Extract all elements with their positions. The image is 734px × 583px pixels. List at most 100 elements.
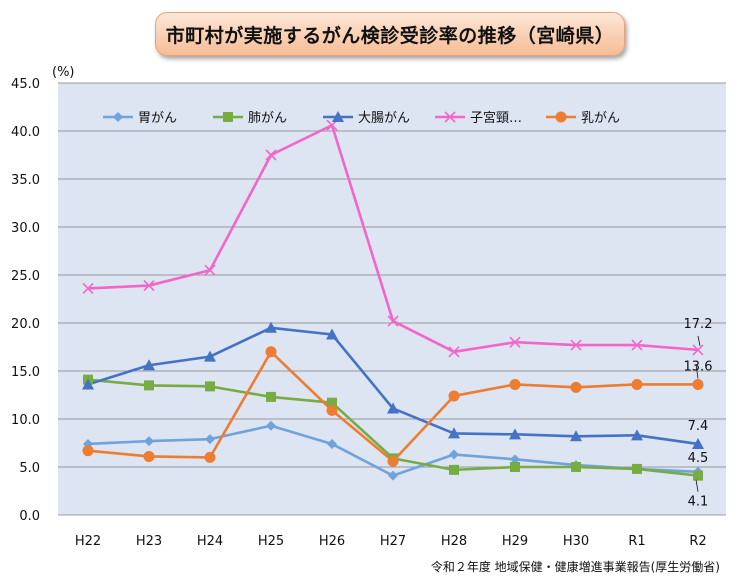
marker-stroke <box>692 344 704 356</box>
legend-stomach-label: 胃がん <box>138 111 177 126</box>
breast-data-point <box>204 451 216 463</box>
x-tick-label: H30 <box>563 534 589 549</box>
colorectal-data-point <box>509 428 521 440</box>
lung-data-point <box>510 462 520 472</box>
legend-lung-marker <box>223 112 233 122</box>
stomach-data-point <box>266 420 276 431</box>
legend-breast-marker <box>555 111 567 123</box>
legend-stomach-marker <box>113 112 123 122</box>
lung-data-point <box>632 463 642 474</box>
lung-data-point <box>693 470 703 481</box>
breast-data-point <box>448 390 460 402</box>
breast-data-point <box>570 381 582 393</box>
legend: 胃がん 肺がん 大腸がん 子宮頸… 乳がん <box>103 110 620 126</box>
y-tick-label: 0.0 <box>19 509 40 524</box>
breast-data-point <box>692 378 704 390</box>
breast-end-label: 13.6 <box>684 359 713 374</box>
plot-area <box>58 83 726 515</box>
y-tick-label: 25.0 <box>11 269 40 284</box>
stomach-data-point <box>388 470 398 481</box>
y-tick-label: 15.0 <box>11 365 40 380</box>
marker-stroke <box>265 149 277 161</box>
colorectal-data-point <box>448 427 460 439</box>
colorectal-data-point <box>82 378 94 390</box>
legend-cervical-marker <box>444 111 456 123</box>
y-tick-label: 20.0 <box>11 317 40 332</box>
stomach-data-point <box>327 438 337 449</box>
colorectal-data-point <box>265 321 277 333</box>
lung-data-point <box>571 462 581 472</box>
y-tick-label: 35.0 <box>11 173 40 188</box>
cervical-data-point <box>143 279 155 292</box>
colorectal-data-point <box>143 359 155 371</box>
y-tick-label: 40.0 <box>11 125 40 140</box>
cervical-end-label: 17.2 <box>684 317 713 332</box>
legend-lung-label: 肺がん <box>248 111 287 126</box>
x-tick-label: H23 <box>136 534 162 549</box>
lung-data-point <box>266 391 276 402</box>
breast-data-point <box>631 378 643 390</box>
y-tick-label: 45.0 <box>11 77 40 92</box>
label-leader-line <box>695 479 699 492</box>
breast-data-point <box>82 445 94 457</box>
lung-data-point <box>449 464 459 475</box>
cervical-data-point <box>265 149 277 161</box>
legend-breast-label: 乳がん <box>581 111 620 126</box>
x-tick-label: H25 <box>258 534 284 549</box>
marker-stroke <box>509 336 521 348</box>
colorectal-data-point <box>631 429 643 441</box>
colorectal-data-point <box>204 350 216 362</box>
marker-stroke <box>444 111 456 123</box>
stomach-data-point <box>510 454 520 465</box>
cervical-data-point <box>570 339 582 351</box>
chart-title: 市町村が実施するがん検診受診率の推移（宮崎県） <box>155 12 625 56</box>
marker-stroke <box>448 346 460 358</box>
marker-stroke <box>631 339 643 351</box>
cervical-data-point <box>387 315 399 327</box>
colorectal-data-point <box>387 402 399 414</box>
x-tick-label: H22 <box>75 534 101 549</box>
source-note: 令和２年度 地域保健・健康増進事業報告(厚生労働省) <box>430 560 720 574</box>
marker-stroke <box>204 264 216 276</box>
breast-data-point <box>387 455 399 467</box>
x-tick-label: H27 <box>380 534 406 549</box>
colorectal-data-point <box>692 437 704 449</box>
cervical-data-point <box>204 264 216 276</box>
legend-colorectal-marker <box>332 111 344 122</box>
x-tick-label: H29 <box>502 534 528 549</box>
legend-cervical-label: 子宮頸… <box>470 110 522 126</box>
stomach-data-point <box>449 449 459 460</box>
y-tick-label: 10.0 <box>11 413 40 428</box>
x-tick-label: R1 <box>628 534 645 549</box>
lung-data-point <box>205 381 215 392</box>
colorectal-end-label: 7.4 <box>688 419 709 434</box>
breast-data-point <box>509 378 521 390</box>
marker-stroke <box>387 315 399 327</box>
y-tick-label: 30.0 <box>11 221 40 236</box>
lung-data-point <box>144 380 154 391</box>
y-unit-label: (%) <box>52 65 75 80</box>
breast-data-point <box>326 404 338 416</box>
cervical-data-point <box>82 282 94 295</box>
x-tick-label: H24 <box>197 534 223 549</box>
stomach-data-point <box>144 436 154 447</box>
stomach-end-label: 4.5 <box>688 451 709 466</box>
legend-colorectal-label: 大腸がん <box>358 111 410 126</box>
cervical-data-point <box>509 336 521 348</box>
cervical-data-point <box>448 346 460 358</box>
x-tick-label: H26 <box>319 534 345 549</box>
marker-stroke <box>570 339 582 351</box>
colorectal-data-point <box>570 430 582 442</box>
lung-data-point <box>327 397 337 408</box>
x-tick-label: R2 <box>689 534 706 549</box>
y-tick-label: 5.0 <box>19 461 40 476</box>
cervical-data-point <box>692 344 704 356</box>
breast-data-point <box>143 450 155 462</box>
x-tick-label: H28 <box>441 534 467 549</box>
breast-data-point <box>265 346 277 358</box>
colorectal-data-point <box>326 328 338 340</box>
label-leader-line <box>697 335 701 346</box>
marker-stroke <box>143 279 155 292</box>
cervical-data-point <box>631 339 643 351</box>
